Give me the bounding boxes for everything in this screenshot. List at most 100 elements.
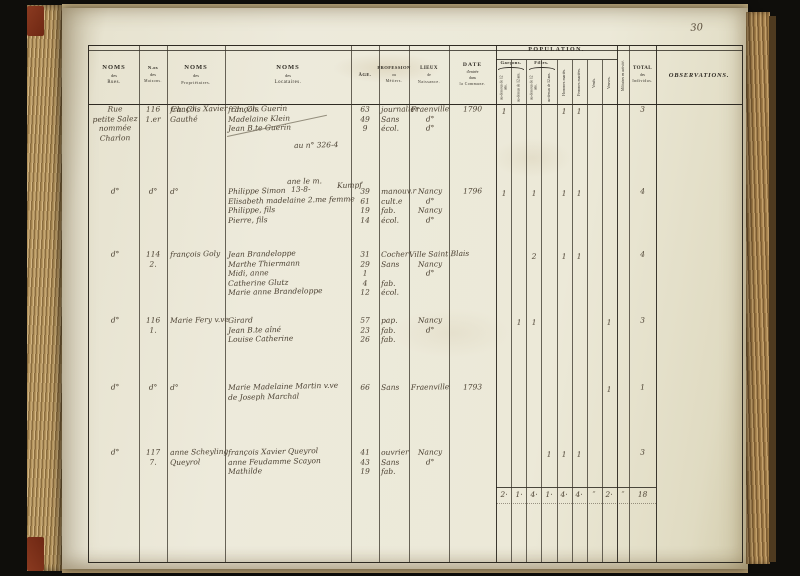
census-table: NOMS des Rues. N.os des Maisons. NOMS de… (88, 45, 743, 563)
handwritten-entry: 1 (607, 384, 613, 394)
header-line: NOMS (184, 63, 208, 71)
handwritten-entry: 26 (360, 334, 370, 344)
header-line: OBSERVATIONS. (668, 71, 730, 79)
handwritten-entry: 63 (360, 104, 370, 114)
handwritten-entry: 1790 (462, 104, 483, 114)
handwritten-entry: 13-8- (290, 184, 311, 194)
column-divider (656, 46, 657, 562)
handwritten-entry: 1 (561, 188, 567, 198)
handwritten-entry: d° (110, 186, 120, 196)
totals-rule-above (496, 487, 656, 488)
handwritten-entry: 116 (145, 104, 161, 114)
handwritten-entry: anne Feudamme Scayon (227, 455, 321, 467)
header-line: des (285, 72, 291, 78)
handwritten-entry: Pierre, fils (227, 214, 268, 225)
column-divider (409, 46, 410, 562)
column-header-total: TOTAL des Individus. (629, 46, 656, 104)
page-number: 30 (689, 22, 704, 34)
handwritten-entry: 4· (530, 489, 538, 499)
handwritten-entry: 3 (640, 447, 646, 457)
handwritten-entry: 19 (360, 466, 370, 476)
handwritten-entry: d° (425, 123, 435, 133)
handwritten-entry: ″ (592, 489, 596, 499)
header-line: N.os (147, 65, 159, 71)
handwritten-entry: journalier (380, 104, 419, 114)
handwritten-entry: Jean Brandeloppe (227, 248, 296, 259)
handwritten-entry: Girard (227, 315, 254, 325)
subheader-garcons-below-12: au-dessous de 12 ans. (499, 75, 508, 100)
handwritten-entry: 49 (360, 114, 370, 124)
population-subcolumn-divider (557, 60, 558, 562)
handwritten-entry: 1 (576, 251, 582, 261)
handwritten-entry: pap. (380, 315, 398, 325)
handwritten-entry: 1 (531, 188, 537, 198)
handwritten-entry: manouv.r (380, 186, 417, 196)
handwritten-entry: d° (110, 447, 120, 457)
header-line: Propriétaires. (181, 79, 211, 85)
handwritten-entry: ouvrier (380, 447, 409, 457)
handwritten-entry: Marie Madelaine Martin v.ve (227, 380, 339, 392)
handwritten-entry: au n° 326-4 (293, 140, 339, 150)
subheader-hommes-maries: Hommes mariés. (561, 68, 567, 97)
header-line: des (193, 72, 199, 78)
header-line: Garçons. (500, 60, 522, 65)
column-divider (496, 46, 497, 562)
handwritten-entry: 1796 (462, 186, 483, 196)
handwritten-entry: 1 (576, 106, 582, 116)
handwritten-entry: 29 (360, 259, 370, 269)
handwritten-entry: Ville Saint Blais (408, 248, 470, 259)
handwritten-entry: 7. (149, 457, 157, 467)
handwritten-entry: 4 (362, 278, 368, 288)
header-line: de (427, 72, 431, 77)
handwritten-entry: 3 (640, 315, 646, 325)
handwritten-entry: de Joseph Marchal (227, 391, 300, 402)
handwritten-entry: 1793 (462, 382, 483, 392)
handwritten-entry: 2 (531, 251, 537, 261)
page-edge-bottom (62, 567, 748, 573)
handwritten-entry: ″ (621, 489, 625, 499)
handwritten-entry: Philippe, fils (227, 205, 276, 215)
header-line: Maisons. (144, 79, 162, 84)
handwritten-entry: 2· (605, 489, 614, 499)
handwritten-entry: Fraenville (410, 104, 450, 114)
column-divider (617, 46, 618, 562)
handwritten-entry: Nancy (417, 315, 443, 325)
handwritten-entry: d° (110, 315, 120, 325)
subheader-filles-below-12: au-dessous de 12 ans. (529, 75, 538, 100)
column-header-locataires: NOMS des Locataires. (225, 46, 351, 104)
header-line: PROFESSION (377, 65, 411, 71)
handwritten-entry: Marthe Thiermann (227, 257, 301, 269)
handwritten-entry: d° (425, 268, 435, 278)
handwritten-entry: 1· (515, 489, 523, 499)
handwritten-entry: 1 (362, 268, 368, 278)
column-header-profession: PROFESSION ou Métiers. (377, 46, 411, 104)
population-subcolumn-divider (572, 60, 573, 562)
handwritten-entry: Jean B.te Guerin (227, 122, 292, 133)
handwritten-entry: d° (110, 382, 120, 392)
handwritten-entry: Ch. Ch. (170, 104, 200, 114)
subheader-femmes-mariees: Femmes mariées. (576, 68, 582, 97)
handwritten-entry: 116 (145, 315, 161, 325)
population-subcolumn-divider (541, 60, 542, 562)
handwritten-entry: Nancy (417, 447, 443, 457)
handwritten-entry: 1.er (145, 114, 161, 124)
handwritten-entry: 2. (149, 259, 157, 269)
handwritten-entry: Jean B.te aîné (227, 324, 282, 335)
handwritten-entry: fab. (380, 334, 396, 344)
column-header-proprietaires: NOMS des Propriétaires. (167, 46, 225, 104)
handwritten-entry: 4 (640, 186, 646, 196)
handwritten-entry: fab. (380, 205, 396, 215)
column-header-date: DATE d'entrée dans la Commune. (449, 46, 496, 104)
handwritten-entry: Kumpf (336, 180, 363, 190)
column-header-age: ÂGE. (351, 46, 379, 104)
column-header-observations: OBSERVATIONS. (656, 46, 742, 104)
handwritten-entry: françois Goly (169, 248, 221, 259)
handwritten-entry: 66 (360, 382, 370, 392)
handwritten-entry: fab. (380, 278, 396, 288)
header-line: Locataires. (274, 79, 302, 85)
column-divider (379, 46, 380, 562)
handwritten-entry: fab. (380, 325, 396, 335)
column-header-militaires: Militaires en activité. (620, 60, 625, 92)
handwritten-entry: 1 (561, 106, 567, 116)
subheader-filles-above-12: au-dessus de 12 ans. (546, 72, 551, 103)
